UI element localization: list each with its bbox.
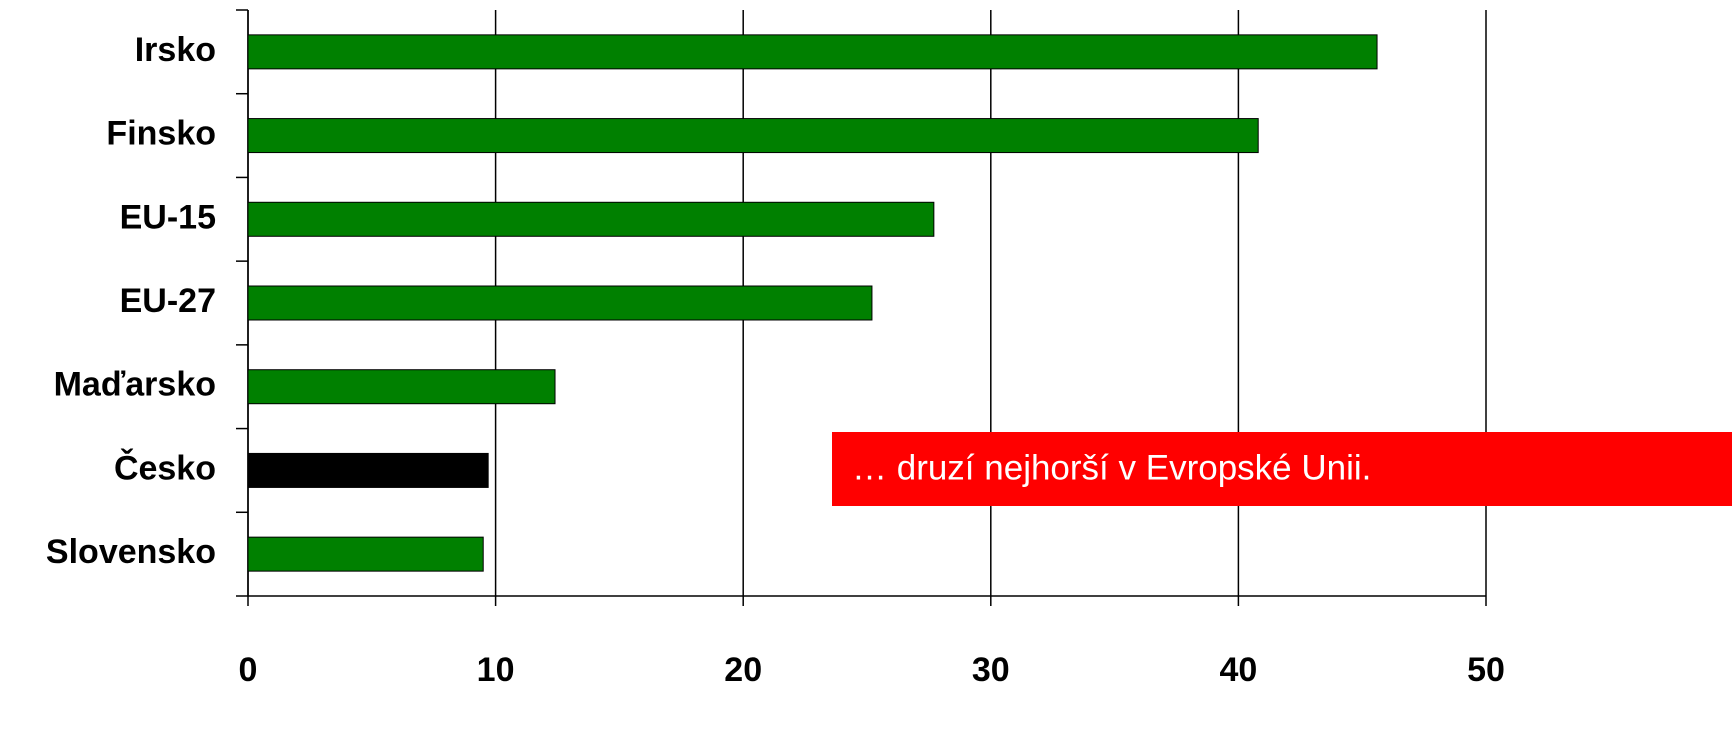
bar — [247, 201, 935, 237]
y-tick-label: EU-27 — [120, 282, 216, 320]
y-tick-label: Maďarsko — [54, 366, 216, 404]
bar — [247, 285, 873, 321]
x-tick-label: 10 — [477, 651, 515, 689]
x-tick-label: 20 — [724, 651, 762, 689]
annotation: … druzí nejhorší v Evropské Unii. — [852, 448, 1371, 487]
y-tick-label: Česko — [114, 448, 216, 487]
bar — [247, 452, 489, 488]
bar — [247, 536, 484, 572]
x-tick-label: 0 — [239, 651, 258, 689]
bar — [247, 118, 1259, 154]
annotation-box — [832, 432, 1732, 506]
bar — [247, 369, 556, 405]
x-tick-label: 40 — [1219, 651, 1257, 689]
y-tick-label: Slovensko — [46, 533, 216, 571]
y-tick-label: Irsko — [135, 31, 216, 69]
x-tick-label: 50 — [1467, 651, 1505, 689]
bar — [247, 34, 1378, 70]
y-tick-label: EU-15 — [120, 198, 216, 236]
y-tick-label: Finsko — [106, 115, 216, 153]
x-tick-label: 30 — [972, 651, 1010, 689]
